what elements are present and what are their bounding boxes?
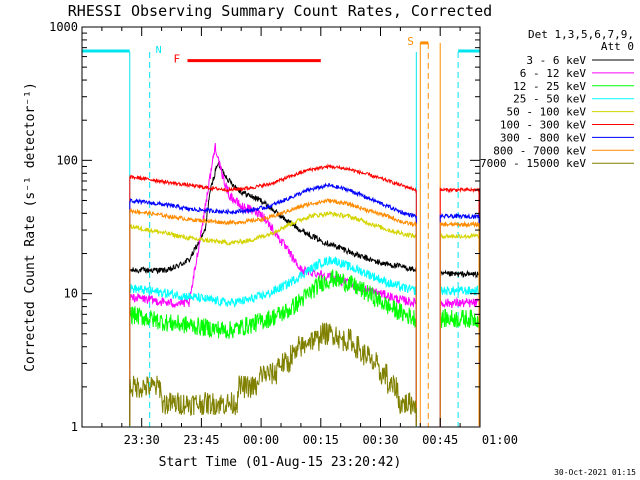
series-line-4: [129, 211, 480, 426]
series-line-1: [129, 143, 480, 426]
x-tick-label: 23:30: [124, 433, 160, 447]
legend-header-line-1: Det 1,3,5,6,7,9,: [528, 28, 634, 41]
legend-entry-label: 100 - 300 keV: [500, 119, 586, 132]
legend-header-line-2: Att 0: [601, 40, 634, 53]
x-tick-label: 23:45: [183, 433, 219, 447]
legend-entry-label: 300 - 800 keV: [500, 131, 586, 144]
flare-label: F: [173, 53, 180, 66]
chart-title: RHESSI Observing Summary Count Rates, Co…: [68, 2, 492, 20]
x-tick-label: 00:45: [422, 433, 458, 447]
y-tick-label: 100: [56, 153, 78, 167]
series-line-3: [129, 256, 480, 426]
series-line-2: [129, 269, 480, 426]
saa-label: S: [407, 35, 414, 48]
x-tick-label: 00:30: [362, 433, 398, 447]
series-line-0: [129, 162, 480, 426]
series-line-7: [129, 198, 480, 426]
x-tick-label: 01:00: [482, 433, 518, 447]
y-axis-label: Corrected Count Rate (s⁻¹ detector⁻¹): [23, 82, 38, 372]
legend-entry-label: 3 - 6 keV: [526, 54, 586, 67]
series-line-6: [129, 182, 480, 426]
night-label: N: [156, 45, 162, 56]
y-tick-label: 1: [71, 420, 78, 434]
y-tick-label: 10: [64, 287, 78, 301]
series-layer: [129, 143, 480, 426]
series-line-5: [129, 163, 480, 426]
legend-entry-label: 25 - 50 keV: [513, 93, 586, 106]
footer-timestamp: 30-Oct-2021 01:15: [554, 468, 636, 477]
legend-entry-label: 50 - 100 keV: [507, 106, 587, 119]
x-tick-label: 00:00: [243, 433, 279, 447]
series-line-8: [129, 322, 417, 426]
x-tick-label: 00:15: [303, 433, 339, 447]
legend-entry-label: 7000 - 15000 keV: [480, 157, 586, 170]
legend-entry-label: 800 - 7000 keV: [493, 144, 586, 157]
x-axis-label: Start Time (01-Aug-15 23:20:42): [159, 455, 402, 470]
axes-layer: 23:30 23:45 00:00 00:15 00:30 00:45 01:00 1 10 10…: [49, 20, 518, 447]
y-tick-label: 1000: [49, 20, 78, 34]
legend-entry-label: 12 - 25 keV: [513, 80, 586, 93]
legend-entry-label: 6 - 12 keV: [520, 67, 587, 80]
